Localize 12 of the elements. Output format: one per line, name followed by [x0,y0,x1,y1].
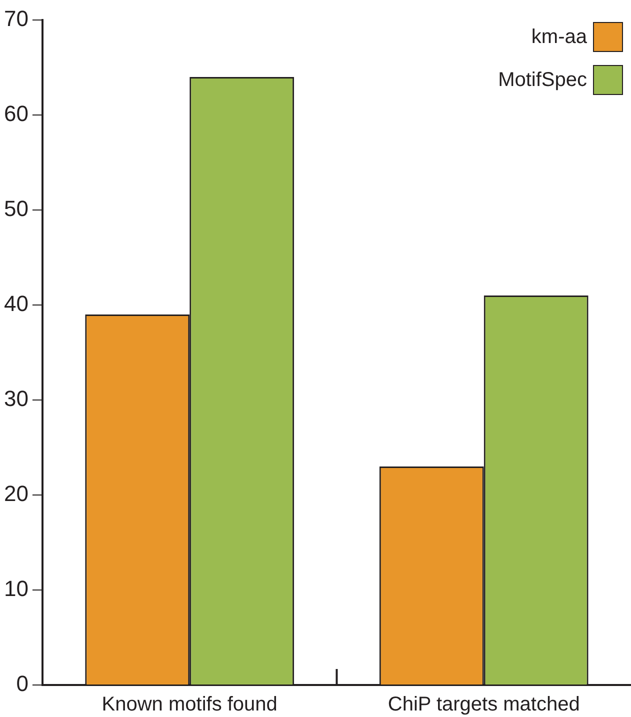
y-tick-label: 70 [4,6,28,32]
legend-label: MotifSpec [498,68,587,92]
y-tick-label: 50 [4,196,28,222]
x-tick-label: ChiP targets matched [388,694,580,716]
y-tick-label: 20 [4,481,28,506]
y-tick-label: 30 [4,386,28,412]
legend-label: km-aa [531,26,587,48]
y-tick-label: 0 [16,671,28,696]
y-tick-label: 40 [4,291,28,316]
y-tick-label: 60 [4,101,28,126]
x-tick-label: Known motifs found [102,694,278,716]
y-tick-label: 10 [4,576,28,602]
